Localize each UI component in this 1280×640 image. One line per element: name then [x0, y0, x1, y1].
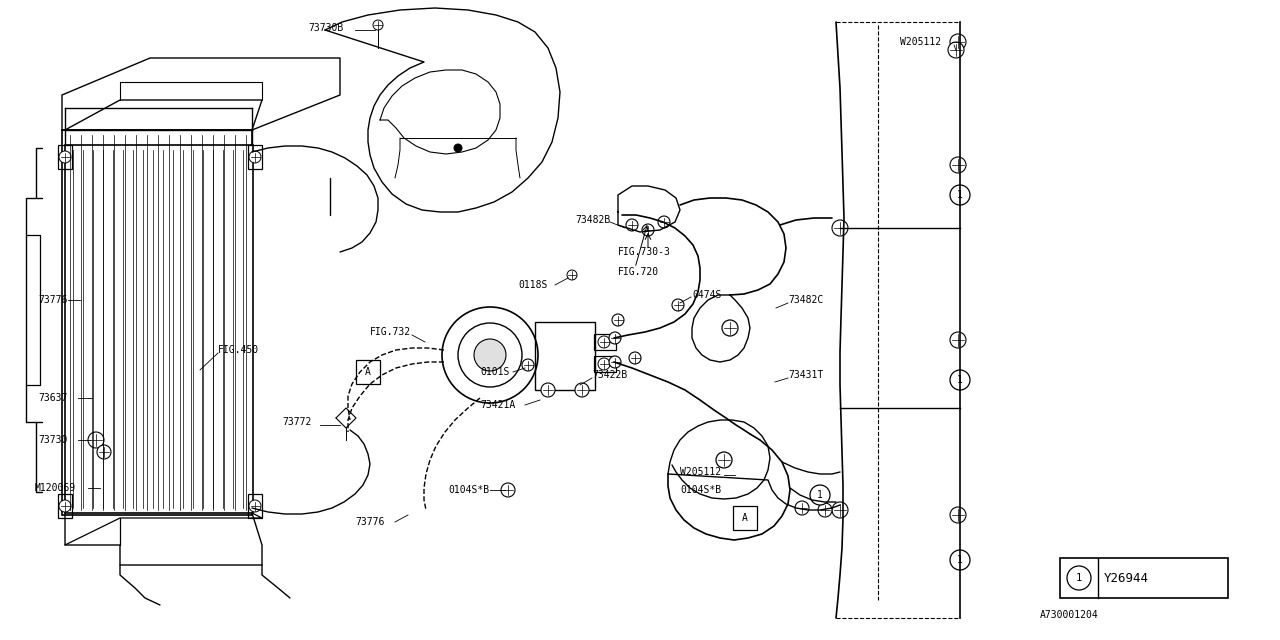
Circle shape: [658, 216, 669, 228]
Bar: [58, 494, 72, 518]
Bar: [594, 356, 616, 372]
Text: 1: 1: [957, 190, 963, 200]
Circle shape: [474, 339, 506, 371]
Bar: [248, 145, 262, 169]
Circle shape: [598, 358, 611, 370]
Text: 73482B: 73482B: [575, 215, 611, 225]
Circle shape: [567, 270, 577, 280]
Circle shape: [950, 550, 970, 570]
Circle shape: [810, 485, 829, 505]
Circle shape: [626, 219, 637, 231]
Text: 0104S*B: 0104S*B: [680, 485, 721, 495]
Text: 73730B: 73730B: [308, 23, 343, 33]
Circle shape: [575, 383, 589, 397]
Circle shape: [458, 323, 522, 387]
Circle shape: [950, 507, 966, 523]
Circle shape: [1068, 566, 1091, 590]
Circle shape: [609, 332, 621, 344]
Text: A: A: [365, 367, 371, 377]
Text: W205112: W205112: [680, 467, 721, 477]
Text: 73431T: 73431T: [788, 370, 823, 380]
Text: 1: 1: [957, 375, 963, 385]
Circle shape: [722, 320, 739, 336]
Text: 73776: 73776: [38, 295, 68, 305]
Bar: [594, 334, 616, 350]
Text: 73422B: 73422B: [591, 370, 627, 380]
Bar: [65, 145, 253, 513]
Text: 73482C: 73482C: [788, 295, 823, 305]
Circle shape: [643, 224, 654, 236]
Circle shape: [454, 144, 462, 152]
Text: 73730: 73730: [38, 435, 68, 445]
Text: FIG.720: FIG.720: [618, 267, 659, 277]
Circle shape: [950, 157, 966, 173]
Text: 1: 1: [957, 555, 963, 565]
Text: 73421A: 73421A: [480, 400, 516, 410]
Circle shape: [950, 332, 966, 348]
Text: A730001204: A730001204: [1039, 610, 1098, 620]
Text: FIG.732: FIG.732: [370, 327, 411, 337]
Text: 1: 1: [817, 490, 823, 500]
Circle shape: [832, 220, 849, 236]
Bar: [1060, 558, 1228, 598]
Circle shape: [88, 432, 104, 448]
Text: M120069: M120069: [35, 483, 76, 493]
Bar: [61, 130, 252, 515]
Bar: [535, 322, 595, 390]
Circle shape: [672, 299, 684, 311]
Bar: [733, 506, 756, 530]
Circle shape: [59, 500, 70, 512]
Text: 0474S: 0474S: [692, 290, 722, 300]
Text: 0104S*B: 0104S*B: [448, 485, 489, 495]
Circle shape: [832, 502, 849, 518]
Circle shape: [948, 42, 964, 58]
Text: 1: 1: [1076, 573, 1082, 583]
Circle shape: [950, 370, 970, 390]
Circle shape: [541, 383, 556, 397]
Circle shape: [950, 185, 970, 205]
Circle shape: [59, 151, 70, 163]
Text: 0118S: 0118S: [518, 280, 548, 290]
Bar: [248, 494, 262, 518]
Text: 73776: 73776: [355, 517, 384, 527]
Text: A: A: [742, 513, 748, 523]
Text: 73772: 73772: [282, 417, 311, 427]
Circle shape: [716, 452, 732, 468]
Circle shape: [500, 483, 515, 497]
Circle shape: [612, 314, 625, 326]
Text: W205112: W205112: [900, 37, 941, 47]
Text: 73637: 73637: [38, 393, 68, 403]
Bar: [58, 145, 72, 169]
Circle shape: [628, 352, 641, 364]
Text: FIG.730-3: FIG.730-3: [618, 247, 671, 257]
Circle shape: [609, 356, 621, 368]
Circle shape: [598, 336, 611, 348]
Text: 0101S: 0101S: [480, 367, 509, 377]
Circle shape: [250, 500, 261, 512]
Circle shape: [97, 445, 111, 459]
Circle shape: [522, 359, 534, 371]
Text: FIG.450: FIG.450: [218, 345, 259, 355]
Circle shape: [250, 151, 261, 163]
Text: Y26944: Y26944: [1103, 572, 1149, 584]
Circle shape: [372, 20, 383, 30]
Circle shape: [795, 501, 809, 515]
Circle shape: [950, 34, 966, 50]
Bar: [356, 360, 380, 384]
Circle shape: [818, 503, 832, 517]
Circle shape: [442, 307, 538, 403]
